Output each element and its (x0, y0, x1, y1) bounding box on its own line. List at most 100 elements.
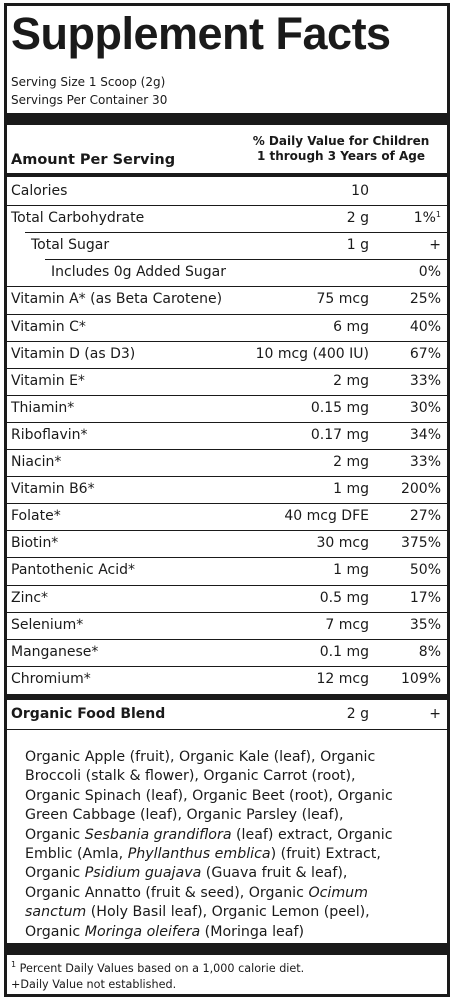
serving-size: Serving Size 1 Scoop (2g) (11, 75, 166, 89)
table-row: Vitamin D (as D3) 10 mcg (400 IU) 67% (7, 341, 447, 368)
dv-header-line-2: 1 through 3 Years of Age (256, 149, 426, 163)
nutrient-name: Pantothenic Acid* (11, 562, 136, 579)
table-row: Chromium* 12 mcg 109% (7, 666, 447, 693)
nutrient-name: Calories (11, 183, 68, 199)
row-divider (7, 205, 447, 207)
nutrient-amount: 12 mcg (316, 670, 370, 687)
nutrient-amount: 2 g (346, 210, 369, 227)
nutrient-daily-value: 67% (409, 345, 441, 362)
nutrient-amount: 1 g (346, 237, 369, 254)
footnote-calorie-basis: 1 Percent Daily Values based on a 1,000 … (11, 960, 305, 976)
nutrient-amount: 1 mg (333, 562, 369, 579)
blend-daily-value: + (429, 705, 441, 722)
nutrient-daily-value: 33% (409, 454, 441, 470)
row-divider (7, 584, 447, 586)
nutrient-amount: 6 mg (333, 318, 369, 335)
nutrient-amount: 0.17 mg (310, 426, 369, 443)
table-row: Manganese* 0.1 mg 8% (7, 639, 447, 666)
blend-row: Organic Food Blend 2 g + (7, 701, 447, 728)
nutrient-amount: 2 mg (333, 372, 369, 389)
table-row: Calories 10 (7, 178, 447, 205)
servings-per-container: Servings Per Container 30 (11, 93, 168, 107)
row-divider (7, 638, 447, 640)
thick-divider-bottom (7, 943, 447, 955)
ingredient-line: Green Cabbage (leaf), Organic Parsley (l… (25, 807, 344, 824)
nutrient-amount: 0.15 mg (310, 399, 369, 416)
blend-name: Organic Food Blend (11, 705, 166, 722)
blend-divider (7, 693, 447, 700)
nutrient-name: Niacin* (11, 454, 62, 470)
nutrient-amount: 10 (351, 183, 369, 199)
table-row: Total Sugar 1 g + (7, 232, 447, 259)
row-divider (7, 503, 447, 505)
nutrient-daily-value: 35% (409, 616, 441, 633)
ingredient-line: Organic Apple (fruit), Organic Kale (lea… (25, 749, 376, 765)
nutrient-daily-value: + (429, 237, 441, 254)
nutrient-daily-value: 1%1 (413, 210, 441, 227)
daily-value-header: % Daily Value for Children 1 through 3 Y… (241, 134, 441, 164)
nutrient-amount: 1 mg (333, 481, 369, 498)
nutrient-daily-value: 40% (409, 318, 441, 335)
thick-divider-top (7, 113, 447, 125)
nutrient-name: Total Sugar (31, 237, 110, 254)
nutrient-daily-value: 27% (409, 508, 441, 525)
nutrient-daily-value: 109% (400, 670, 441, 687)
nutrient-name: Vitamin D (as D3) (11, 345, 136, 362)
table-row: Vitamin A* (as Beta Carotene) 75 mcg 25% (7, 286, 447, 313)
nutrient-daily-value: 375% (400, 535, 441, 552)
nutrient-daily-value: 8% (418, 643, 441, 660)
nutrient-amount: 10 mcg (400 IU) (255, 345, 369, 362)
nutrient-name: Vitamin B6* (11, 481, 95, 498)
blend-amount: 2 g (346, 705, 369, 722)
nutrient-daily-value: 34% (409, 426, 441, 443)
nutrient-daily-value: 200% (400, 481, 441, 498)
row-divider (7, 286, 447, 288)
nutrient-daily-value: 30% (409, 399, 441, 416)
nutrient-name: Total Carbohydrate (11, 210, 145, 227)
ingredient-line: Organic Moringa oleifera (Moringa leaf) (25, 923, 304, 940)
row-divider (7, 367, 447, 369)
nutrient-amount: 2 mg (333, 454, 369, 470)
row-divider (7, 476, 447, 478)
blend-ingredients: Organic Apple (fruit), Organic Kale (lea… (25, 748, 437, 942)
nutrient-amount: 40 mcg DFE (284, 508, 369, 525)
row-divider (7, 313, 447, 315)
nutrient-daily-value: 50% (409, 562, 441, 579)
supplement-facts-panel: Supplement Facts Serving Size 1 Scoop (2… (4, 3, 450, 997)
nutrient-amount: 0.1 mg (319, 643, 369, 660)
table-row: Vitamin B6* 1 mg 200% (7, 476, 447, 503)
ingredient-line: Organic Psidium guajava (Guava fruit & l… (25, 865, 348, 882)
nutrient-amount: 75 mcg (316, 291, 370, 308)
row-divider (7, 611, 447, 613)
nutrient-name: Riboflavin* (11, 426, 88, 443)
ingredient-line: sanctum (Holy Basil leaf), Organic Lemon… (25, 904, 370, 921)
row-divider (7, 421, 447, 423)
nutrient-name: Biotin* (11, 535, 59, 552)
table-row: Selenium* 7 mcg 35% (7, 612, 447, 639)
row-divider (25, 232, 447, 234)
table-row: Vitamin C* 6 mg 40% (7, 314, 447, 341)
nutrient-daily-value: 0% (418, 264, 441, 281)
nutrient-name: Manganese* (11, 643, 99, 660)
row-divider (7, 557, 447, 559)
panel-title: Supplement Facts (11, 8, 391, 59)
table-row: Vitamin E* 2 mg 33% (7, 368, 447, 395)
row-divider (7, 530, 447, 532)
nutrient-name: Chromium* (11, 670, 91, 687)
table-row: Riboflavin* 0.17 mg 34% (7, 422, 447, 449)
table-row: Includes 0g Added Sugar 0% (7, 259, 447, 286)
table-row: Total Carbohydrate 2 g 1%1 (7, 205, 447, 232)
table-row: Niacin* 2 mg 33% (7, 449, 447, 476)
nutrient-name: Includes 0g Added Sugar (51, 264, 226, 281)
amount-per-serving-header: Amount Per Serving (11, 152, 176, 168)
nutrient-name: Selenium* (11, 616, 84, 633)
nutrient-name: Vitamin A* (as Beta Carotene) (11, 291, 223, 308)
nutrient-name: Folate* (11, 508, 61, 525)
header-divider (7, 173, 447, 177)
table-row: Zinc* 0.5 mg 17% (7, 585, 447, 612)
nutrient-name: Zinc* (11, 589, 49, 606)
nutrient-amount: 30 mcg (316, 535, 370, 552)
nutrient-name: Thiamin* (11, 399, 75, 416)
row-divider (7, 340, 447, 342)
nutrient-daily-value: 25% (409, 291, 441, 308)
